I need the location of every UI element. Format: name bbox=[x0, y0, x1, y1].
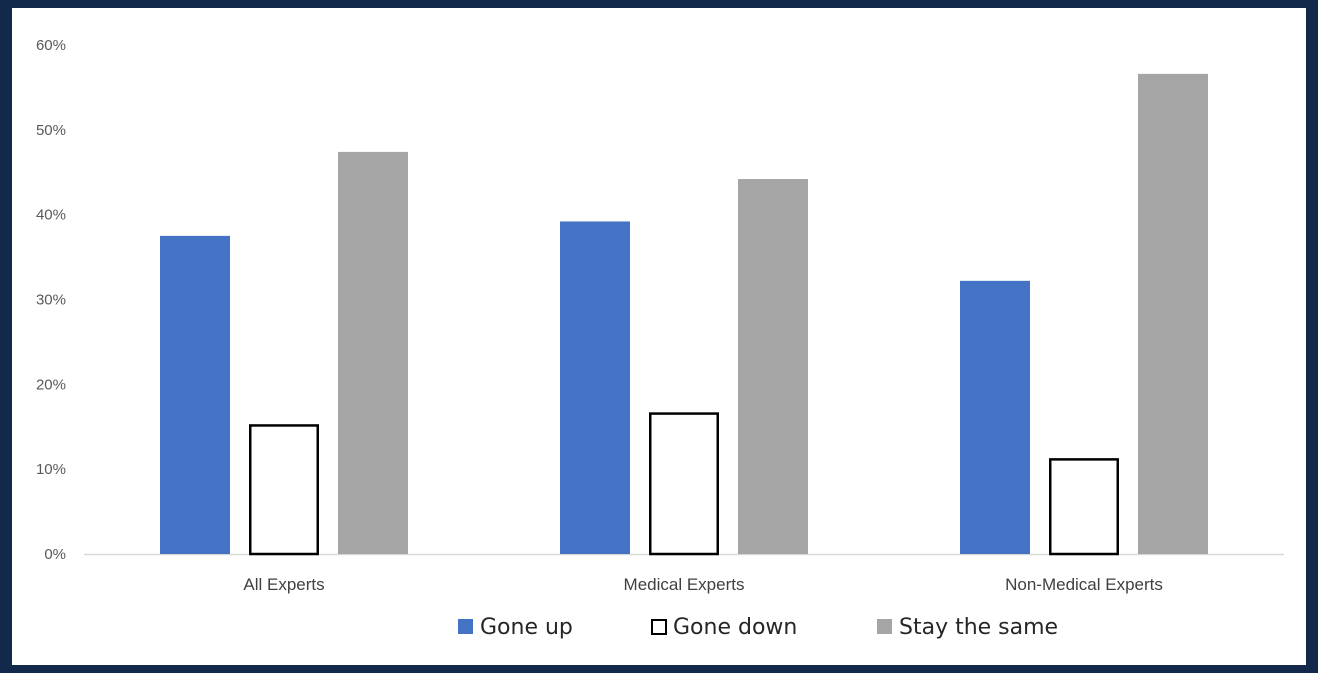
y-tick-label: 50% bbox=[36, 122, 66, 139]
legend-marker-gone-down bbox=[651, 619, 667, 635]
bar-stay-the-same bbox=[738, 179, 808, 554]
y-tick-label: 10% bbox=[36, 461, 66, 478]
bar-gone-up bbox=[160, 235, 230, 554]
bar-stay-the-same bbox=[338, 151, 408, 554]
bar-gone-up bbox=[960, 280, 1030, 554]
bars-group bbox=[160, 73, 1208, 556]
x-axis-labels: All Experts Medical Experts Non-Medical Ex… bbox=[243, 575, 1163, 594]
bar-gone-down bbox=[649, 412, 719, 556]
y-tick-label: 20% bbox=[36, 376, 66, 393]
y-axis-ticks: 0% 10% 20% 30% 40% 50% 60% bbox=[36, 37, 66, 563]
x-category-label: Non-Medical Experts bbox=[1005, 575, 1163, 594]
legend-label: Gone down bbox=[673, 615, 797, 640]
bar-gone-down bbox=[1049, 458, 1119, 556]
x-category-label: All Experts bbox=[243, 575, 324, 594]
y-tick-label: 0% bbox=[44, 546, 66, 563]
y-tick-label: 60% bbox=[36, 37, 66, 54]
legend-label: Gone up bbox=[480, 615, 573, 640]
y-tick-label: 40% bbox=[36, 207, 66, 224]
legend-label: Stay the same bbox=[899, 615, 1058, 640]
bar-stay-the-same bbox=[1138, 73, 1208, 555]
bar-gone-down bbox=[249, 424, 319, 556]
legend-marker-stay-the-same bbox=[877, 619, 892, 634]
y-tick-label: 30% bbox=[36, 292, 66, 309]
legend-marker-gone-up bbox=[458, 619, 473, 634]
legend: Gone up Gone down Stay the same bbox=[458, 615, 1058, 640]
bar-gone-up bbox=[560, 221, 630, 554]
x-category-label: Medical Experts bbox=[624, 575, 745, 594]
